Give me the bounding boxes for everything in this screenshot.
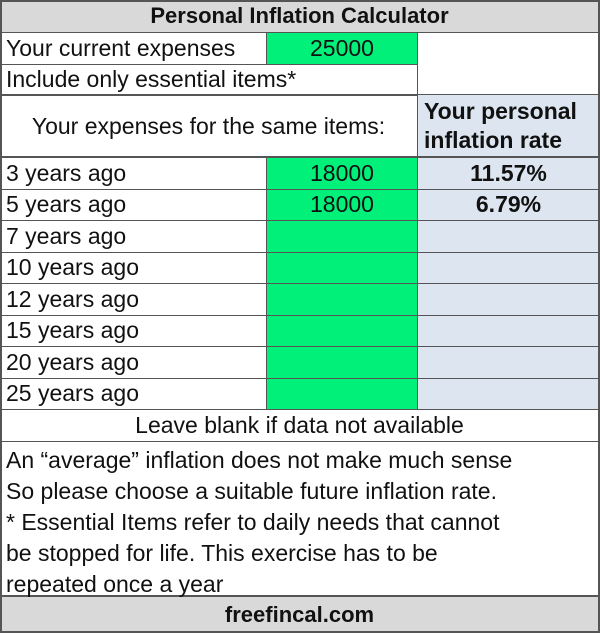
note-line: repeated once a year xyxy=(6,571,224,597)
inflation-rate xyxy=(418,252,600,284)
inflation-rate xyxy=(418,221,600,253)
past-expense-input[interactable] xyxy=(267,252,418,284)
row-label: 7 years ago xyxy=(0,221,267,253)
past-expense-input[interactable]: 18000 xyxy=(267,189,418,221)
empty-cell xyxy=(418,33,600,95)
current-expenses-input[interactable]: 25000 xyxy=(267,33,418,65)
note-line: be stopped for life. This exercise has t… xyxy=(6,540,438,566)
essential-items-note: Include only essential items* xyxy=(0,65,418,95)
inflation-rate xyxy=(418,378,600,410)
row-label: 10 years ago xyxy=(0,252,267,284)
inflation-rate xyxy=(418,284,600,316)
past-expense-input[interactable] xyxy=(267,347,418,379)
past-expense-input[interactable]: 18000 xyxy=(267,158,418,190)
row-label: 20 years ago xyxy=(0,347,267,379)
inflation-rate xyxy=(418,315,600,347)
expenses-header: Your expenses for the same items: xyxy=(0,95,418,158)
past-expense-input[interactable] xyxy=(267,378,418,410)
note-line: So please choose a suitable future infla… xyxy=(6,478,497,504)
notes: An “average” inflation does not make muc… xyxy=(0,442,600,597)
page-title: Personal Inflation Calculator xyxy=(0,0,600,33)
row-label: 12 years ago xyxy=(0,284,267,316)
footer-site: freefincal.com xyxy=(0,597,600,633)
past-expense-input[interactable] xyxy=(267,284,418,316)
row-label: 25 years ago xyxy=(0,378,267,410)
inflation-rate: 11.57% xyxy=(418,158,600,190)
current-expenses-label: Your current expenses xyxy=(0,33,267,65)
row-label: 3 years ago xyxy=(0,158,267,190)
row-label: 15 years ago xyxy=(0,315,267,347)
rate-header: Your personal inflation rate xyxy=(418,95,600,158)
past-expense-input[interactable] xyxy=(267,315,418,347)
row-label: 5 years ago xyxy=(0,189,267,221)
note-line: * Essential Items refer to daily needs t… xyxy=(6,509,500,535)
past-expense-input[interactable] xyxy=(267,221,418,253)
inflation-rate xyxy=(418,347,600,379)
inflation-rate: 6.79% xyxy=(418,189,600,221)
blank-note: Leave blank if data not available xyxy=(0,410,600,442)
note-line: An “average” inflation does not make muc… xyxy=(6,447,513,473)
